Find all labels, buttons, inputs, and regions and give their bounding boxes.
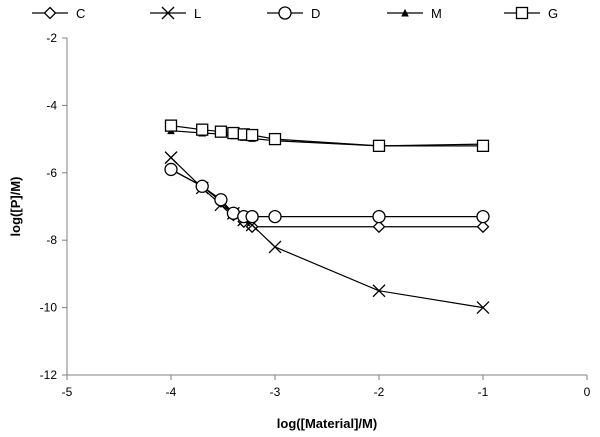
x-axis-title: log([Material]/M) xyxy=(277,416,377,431)
x-tick-label: -5 xyxy=(62,385,73,399)
square-marker xyxy=(268,132,282,146)
data-point xyxy=(268,132,282,146)
square-marker xyxy=(164,119,178,132)
series-D xyxy=(164,162,490,224)
data-point xyxy=(164,162,178,177)
data-point xyxy=(515,6,529,20)
legend-item-C: C xyxy=(32,6,85,21)
y-axis-title: log([P]/M) xyxy=(8,177,23,237)
plot-area: -5 -4 -3 -2 -1 0-12-10-8-6-4-2 xyxy=(40,31,591,399)
data-point xyxy=(214,193,228,207)
circle-marker xyxy=(195,179,209,193)
data-point xyxy=(476,220,490,234)
x-tick-label: 0 xyxy=(584,385,591,399)
legend-label: C xyxy=(76,6,85,21)
data-point xyxy=(268,240,282,254)
data-point xyxy=(372,209,386,224)
legend-label: L xyxy=(194,6,201,21)
data-point xyxy=(161,6,175,20)
legend-item-M: M xyxy=(387,6,442,21)
circle-marker xyxy=(164,162,178,177)
data-point xyxy=(195,179,209,193)
x-marker-stroke xyxy=(161,6,175,20)
series-L xyxy=(164,151,490,315)
data-point xyxy=(372,284,386,298)
data-point xyxy=(245,128,259,142)
data-point xyxy=(43,6,57,20)
triangle-marker xyxy=(401,8,409,17)
y-tick-label: -12 xyxy=(40,368,58,382)
y-tick-label: -6 xyxy=(46,166,57,180)
circle-marker xyxy=(278,6,292,20)
square-marker xyxy=(476,139,490,152)
square-marker xyxy=(196,123,209,136)
x-tick-label: -4 xyxy=(166,385,177,399)
circle-marker xyxy=(245,209,259,224)
y-tick-label: -2 xyxy=(46,31,57,45)
x-marker-stroke xyxy=(164,151,178,165)
legend-label: D xyxy=(311,6,320,21)
data-point xyxy=(245,209,259,224)
diamond-marker xyxy=(476,220,490,234)
x-marker-stroke xyxy=(476,301,490,315)
data-point xyxy=(372,139,386,152)
data-point xyxy=(214,125,228,138)
y-tick-label: -8 xyxy=(46,233,57,247)
circle-marker xyxy=(476,209,490,224)
circle-marker xyxy=(372,209,386,224)
data-point xyxy=(196,123,209,136)
data-point xyxy=(401,8,409,17)
circle-marker xyxy=(214,193,228,207)
x-marker-stroke xyxy=(372,284,386,298)
legend-label: G xyxy=(548,6,558,21)
data-point xyxy=(476,301,490,315)
x-tick-label: -1 xyxy=(478,385,489,399)
x-tick-label: -3 xyxy=(270,385,281,399)
data-point xyxy=(227,126,240,140)
square-marker xyxy=(372,139,386,152)
diamond-marker xyxy=(43,6,57,20)
square-marker xyxy=(515,6,529,20)
legend-item-D: D xyxy=(267,6,320,21)
x-tick-label: -2 xyxy=(374,385,385,399)
series-G xyxy=(164,119,490,152)
data-point xyxy=(164,119,178,132)
data-point xyxy=(476,209,490,224)
data-point xyxy=(268,209,282,224)
diamond-marker xyxy=(372,220,386,234)
square-marker xyxy=(214,125,228,138)
data-point xyxy=(278,6,292,20)
square-marker xyxy=(245,128,259,142)
legend-item-L: L xyxy=(150,6,201,21)
series-line-L xyxy=(170,157,484,309)
data-point xyxy=(476,139,490,152)
legend-label: M xyxy=(431,6,442,21)
data-point xyxy=(164,151,178,165)
y-tick-label: -10 xyxy=(40,301,58,315)
y-tick-label: -4 xyxy=(46,98,57,112)
series-line-D xyxy=(170,168,483,218)
circle-marker xyxy=(268,209,282,224)
x-marker-stroke xyxy=(268,240,282,254)
data-point xyxy=(372,220,386,234)
legend-item-G: G xyxy=(504,6,558,21)
square-marker xyxy=(227,126,240,140)
